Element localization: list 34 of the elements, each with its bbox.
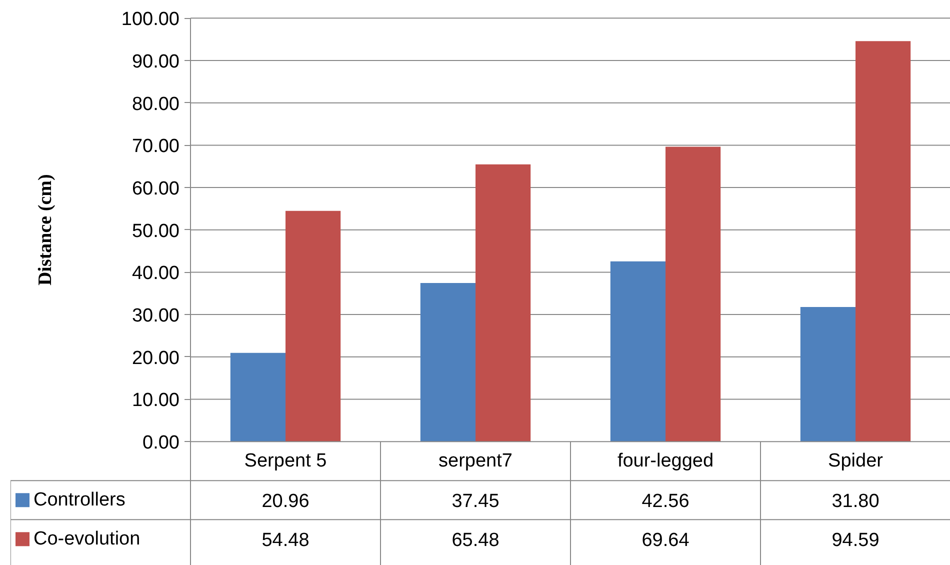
y-tick-label: 80.00 — [132, 94, 180, 115]
y-axis-title: Distance (cm) — [35, 174, 56, 286]
data-label: 31.80 — [832, 491, 880, 512]
y-tick-label: 60.00 — [132, 178, 180, 200]
y-tick-label: 40.00 — [132, 263, 180, 284]
x-tick-label: Serpent 5 — [244, 450, 327, 472]
bar — [476, 164, 531, 442]
data-label: 69.64 — [642, 530, 690, 552]
legend-label: Controllers — [34, 490, 126, 511]
bar — [800, 306, 856, 442]
bar — [610, 261, 666, 442]
x-tick-label: four-legged — [617, 450, 714, 472]
x-tick-label: Spider — [828, 450, 884, 472]
data-label: 94.59 — [832, 530, 880, 552]
y-tick-label: 0.00 — [142, 432, 180, 454]
bar — [666, 146, 721, 442]
y-tick-label: 70.00 — [132, 136, 180, 158]
data-label: 42.56 — [642, 491, 690, 512]
y-tick-label: 90.00 — [132, 52, 180, 72]
y-tick-label: 20.00 — [132, 348, 180, 369]
data-label: 37.45 — [452, 491, 500, 512]
y-tick-label: 10.00 — [132, 390, 180, 412]
data-label: 65.48 — [452, 530, 500, 552]
y-tick-label: 100.00 — [121, 9, 180, 30]
y-tick-label: 30.00 — [132, 306, 180, 327]
legend-label: Co-evolution — [34, 528, 140, 550]
bar — [856, 41, 911, 442]
x-tick-label: serpent7 — [438, 450, 512, 472]
bar — [286, 210, 341, 442]
data-label: 54.48 — [262, 530, 310, 552]
bar — [230, 352, 286, 442]
data-label: 20.96 — [262, 491, 310, 512]
y-tick-label: 50.00 — [132, 220, 180, 242]
bar — [420, 283, 476, 442]
